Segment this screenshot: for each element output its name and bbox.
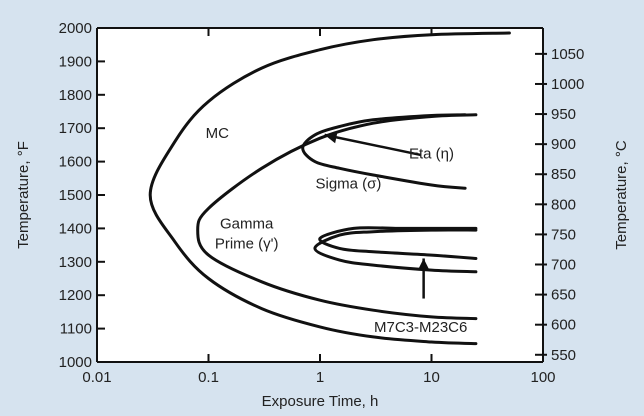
y2-tick-label-10: 1050: [551, 46, 584, 63]
y2-tick-label-7: 900: [551, 136, 576, 153]
y-tick-label-6: 1600: [59, 154, 92, 171]
y-tick-label-3: 1300: [59, 254, 92, 271]
y-tick-label-0: 1000: [59, 354, 92, 371]
plot-area: [97, 28, 543, 362]
y2-axis-title: Temperature, °C: [613, 140, 630, 250]
curves-group: [148, 31, 511, 346]
y2-tick-label-5: 800: [551, 196, 576, 213]
y2-tick-label-6: 850: [551, 166, 576, 183]
y-tick-label-9: 1900: [59, 53, 92, 70]
series-curve-4: [313, 228, 478, 274]
region-label-1: Eta (η): [409, 145, 454, 162]
series-curve-0: [148, 31, 511, 346]
x-axis-title: Exposure Time, h: [262, 393, 379, 410]
arrowhead-1: [417, 258, 430, 271]
series-curve-2: [301, 113, 467, 190]
y-tick-label-5: 1500: [59, 187, 92, 204]
y-tick-label-7: 1700: [59, 120, 92, 137]
y-axis-title: Temperature, °F: [15, 141, 32, 249]
x-tick-label-1: 0.1: [198, 369, 219, 386]
x-tick-label-2: 1: [316, 369, 324, 386]
region-label-2: Sigma (σ): [315, 175, 381, 192]
y-tick-label-8: 1800: [59, 87, 92, 104]
y-tick-label-2: 1200: [59, 287, 92, 304]
y-tick-label-10: 2000: [59, 20, 92, 37]
x-tick-label-3: 10: [423, 369, 440, 386]
annotation-arrow-0: [324, 133, 421, 157]
y-tick-label-4: 1400: [59, 220, 92, 237]
x-tick-label-4: 100: [530, 369, 555, 386]
region-label-3: Gamma: [220, 215, 274, 232]
y2-tick-label-3: 700: [551, 257, 576, 274]
y2-tick-label-8: 950: [551, 106, 576, 123]
arrowhead-0: [324, 131, 338, 144]
y2-tick-label-2: 650: [551, 287, 576, 304]
tick-labels-group: 0.01 0.1 1 10 100 1000 1100 1200 1300 1400 1500 160…: [59, 20, 585, 386]
y2-tick-label-1: 600: [551, 317, 576, 334]
region-label-4: Prime (γ'): [215, 235, 279, 252]
y2-tick-label-9: 1000: [551, 76, 584, 93]
x-tick-label-0: 0.01: [82, 369, 111, 386]
ticks-group: [96, 27, 547, 363]
y2-tick-label-4: 750: [551, 226, 576, 243]
region-labels-group: MC Eta (η) Sigma (σ) Gamma Prime (γ') M7C3-M2…: [206, 125, 468, 336]
series-curve-1: [196, 113, 478, 321]
series-curve-3: [318, 226, 478, 260]
region-label-0: MC: [206, 125, 229, 142]
region-label-5: M7C3-M23C6: [374, 319, 467, 336]
y2-tick-label-0: 550: [551, 347, 576, 364]
y-tick-label-1: 1100: [60, 321, 92, 338]
